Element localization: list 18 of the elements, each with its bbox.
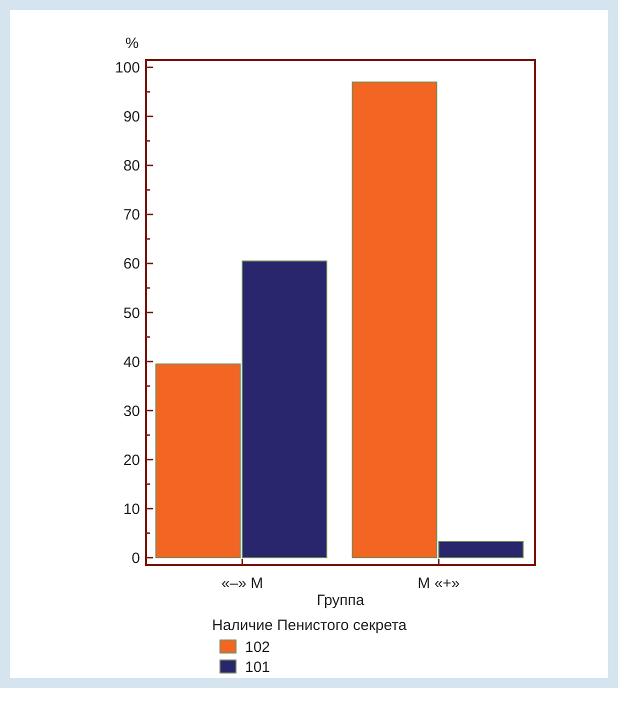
y-tick-label: 100 [114,60,140,77]
y-tick-label: 0 [132,550,140,567]
y-tick-label: 50 [123,304,140,322]
legend-label: 102 [245,639,270,656]
x-tick-label: «–» M [221,575,264,592]
y-tick-label: 10 [123,500,140,518]
legend-label: 101 [245,659,270,676]
y-tick-label: 40 [123,354,140,371]
x-axis-title: Группа [316,592,365,609]
x-tick-label: M «+» [418,575,460,592]
y-tick-label: 70 [123,206,140,224]
y-tick-label: 80 [123,158,140,175]
y-tick-label: 20 [123,452,140,469]
y-tick-label: 90 [123,108,140,126]
y-axis-title: % [125,35,139,52]
y-tick-label: 30 [123,402,140,420]
legend-title: Наличие Пенистого секрета [212,617,408,634]
y-tick-label: 60 [123,256,140,273]
